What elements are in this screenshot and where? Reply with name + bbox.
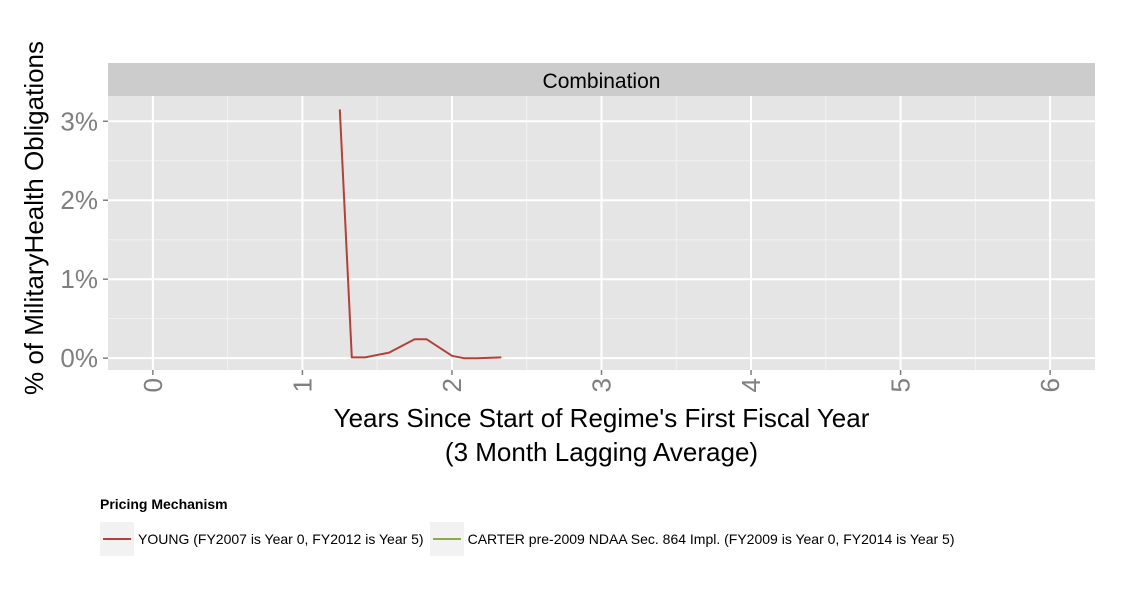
x-tick-label: 6 (1035, 378, 1065, 392)
legend-title: Pricing Mechanism (100, 496, 228, 512)
y-tick-label: 0% (60, 343, 98, 373)
x-tick-label: 1 (287, 378, 317, 392)
legend-key (429, 522, 464, 556)
series-line (338, 109, 502, 360)
legend-label: YOUNG (FY2007 is Year 0, FY2012 is Year … (138, 531, 424, 547)
y-axis-title: % of MilitaryHealth Obligations (19, 41, 49, 395)
y-tick-label: 2% (60, 185, 98, 215)
legend-swatch (103, 538, 131, 540)
x-axis-title-line2: (3 Month Lagging Average) (445, 437, 758, 467)
legend: Pricing Mechanism YOUNG (FY2007 is Year … (100, 496, 961, 556)
y-tick-label: 1% (60, 264, 98, 294)
x-tick-label: 3 (587, 378, 617, 392)
legend-swatch (432, 538, 461, 540)
x-axis-title: Years Since Start of Regime's First Fisc… (334, 403, 870, 433)
legend-label: CARTER pre-2009 NDAA Sec. 864 Impl. (FY2… (467, 531, 955, 547)
legend-item: CARTER pre-2009 NDAA Sec. 864 Impl. (FY2… (429, 522, 955, 556)
facet-strip-background (108, 63, 1095, 96)
legend-item: YOUNG (FY2007 is Year 0, FY2012 is Year … (100, 522, 424, 556)
y-tick-label: 3% (60, 106, 98, 136)
y-axis-ticks: 0% 1% 2% 3% (60, 106, 108, 373)
plot-panel (108, 96, 1095, 370)
legend-items: YOUNG (FY2007 is Year 0, FY2012 is Year … (100, 522, 961, 556)
legend-key (100, 522, 134, 556)
facet-strip: Combination (108, 63, 1095, 96)
x-tick-label: 4 (736, 378, 766, 392)
x-tick-label: 2 (437, 378, 467, 392)
facet-title: Combination (543, 70, 661, 93)
series-lines (338, 109, 502, 360)
x-tick-label: 0 (138, 378, 168, 392)
x-tick-label: 5 (886, 378, 916, 392)
x-axis-ticks: 0 1 2 3 4 5 6 (138, 370, 1065, 392)
